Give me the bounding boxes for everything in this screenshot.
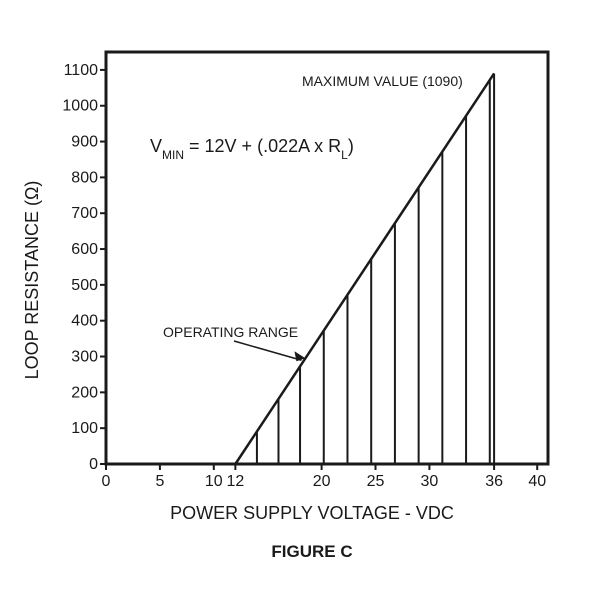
y-tick-label: 400 [71,313,98,330]
y-tick-label: 200 [71,384,98,401]
x-tick-label: 5 [155,473,164,490]
y-tick-label: 500 [71,277,98,294]
max-value-label: MAXIMUM VALUE (1090) [302,73,463,89]
formula-v: V [150,136,162,156]
formula-suffix: ) [348,136,354,156]
y-tick-label: 0 [89,456,98,473]
figure-caption: FIGURE C [271,542,352,561]
y-tick-label: 700 [71,205,98,222]
formula-v-sub: MIN [162,148,184,162]
x-tick-label: 30 [421,473,439,490]
plot-frame [104,50,550,466]
y-tick-label: 1000 [62,98,98,115]
y-tick-label: 600 [71,241,98,258]
x-tick-label: 36 [485,473,503,490]
x-tick-label: 25 [367,473,385,490]
x-axis-title: POWER SUPPLY VOLTAGE - VDC [170,503,454,523]
x-tick-label: 0 [102,473,111,490]
series-line-max-resistance [234,72,496,465]
formula-middle: = 12V + (.022A x R [184,136,341,156]
y-tick-label: 300 [71,349,98,366]
operating-range-arrowhead [294,351,306,362]
operating-range-leader [233,340,302,361]
formula-annotation: VMIN = 12V + (.022A x RL) [150,136,354,162]
formula-r-sub: L [341,148,348,162]
y-tick-label: 100 [71,420,98,437]
y-tick-label: 800 [71,169,98,186]
y-tick-label: 900 [71,134,98,151]
operating-range-label: OPERATING RANGE [163,324,298,340]
x-tick-label: 40 [528,473,546,490]
x-tick-label: 20 [313,473,331,490]
x-tick-label: 12 [226,473,244,490]
x-tick-label: 10 [205,473,223,490]
y-tick-label: 1100 [64,62,99,79]
y-axis-title: LOOP RESISTANCE (Ω) [22,181,42,380]
